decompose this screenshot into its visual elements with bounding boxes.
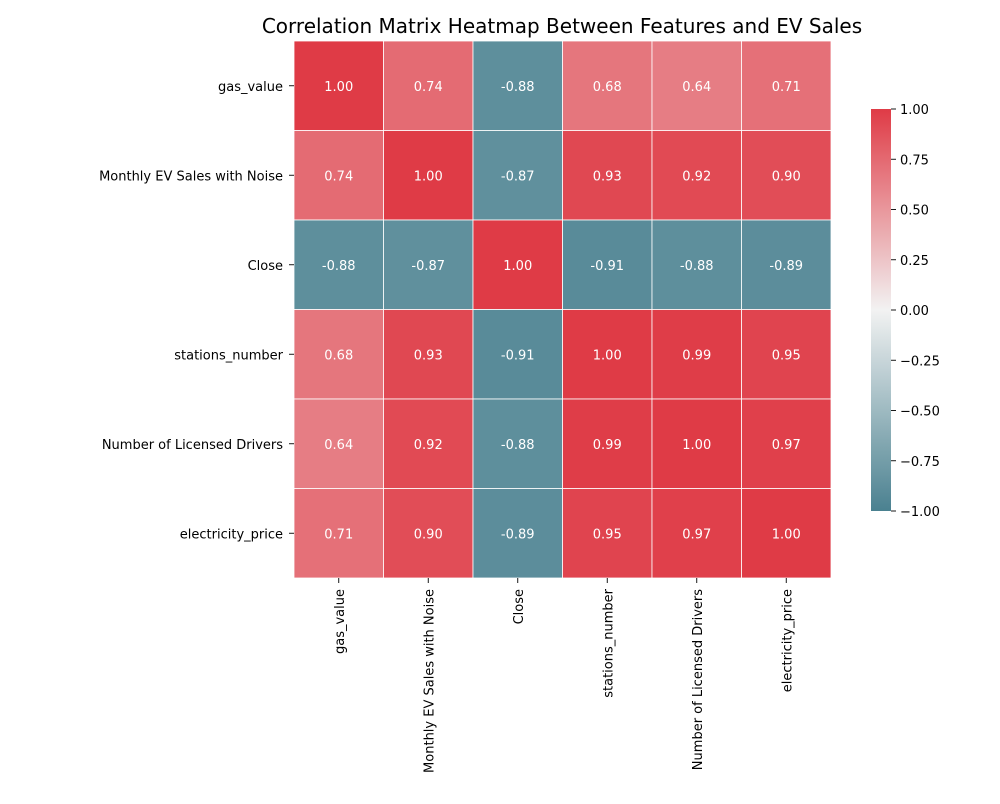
heatmap-cell: [472, 398, 563, 489]
cell-value-label: -0.89: [769, 259, 803, 274]
cell-value-label: 1.00: [503, 259, 532, 274]
row-label: Close: [248, 259, 283, 274]
heatmap-cell: [741, 219, 832, 310]
cell-value-label: -0.87: [411, 259, 445, 274]
cell-value-label: 1.00: [682, 438, 711, 453]
cell-value-label: -0.87: [501, 169, 535, 184]
heatmap-cell: [562, 398, 653, 489]
heatmap-cells: 1.00 0.74 -0.88 0.68 0.64 0.71 0.74 1.00 -0.87 0.…: [293, 40, 832, 579]
cell-value-label: 0.71: [324, 527, 353, 542]
heatmap-cell: [741, 488, 832, 579]
heatmap-cell: [741, 309, 832, 400]
cell-value-label: 1.00: [414, 169, 443, 184]
cell-value-label: 0.97: [682, 527, 711, 542]
cell-value-label: 1.00: [772, 527, 801, 542]
colorbar-tick-label: −0.25: [900, 354, 940, 369]
heatmap-cell: [651, 219, 742, 310]
cell-value-label: 0.99: [682, 348, 711, 363]
cell-value-label: 0.64: [324, 438, 353, 453]
heatmap-cell: [651, 40, 742, 131]
column-label: electricity_price: [780, 589, 795, 692]
heatmap-cell: [741, 40, 832, 131]
cell-value-label: -0.91: [501, 348, 535, 363]
cell-value-label: -0.89: [501, 527, 535, 542]
heatmap-cell: [293, 40, 384, 131]
column-label: Number of Licensed Drivers: [691, 589, 706, 770]
column-label: stations_number: [601, 588, 616, 697]
chart-title: Correlation Matrix Heatmap Between Featu…: [262, 14, 862, 38]
heatmap-cell: [651, 309, 742, 400]
row-label: Number of Licensed Drivers: [102, 438, 283, 453]
heatmap-cell: [293, 488, 384, 579]
colorbar-tick-label: 1.00: [900, 103, 929, 118]
colorbar-tick-label: −0.75: [900, 455, 940, 470]
cell-value-label: 0.92: [682, 169, 711, 184]
heatmap-cell: [651, 398, 742, 489]
heatmap-cell: [293, 309, 384, 400]
heatmap-cell: [741, 398, 832, 489]
heatmap-cell: [383, 309, 474, 400]
row-label: Monthly EV Sales with Noise: [99, 169, 283, 184]
cell-value-label: 0.97: [772, 438, 801, 453]
cell-value-label: 0.93: [593, 169, 622, 184]
cell-value-label: -0.88: [501, 80, 535, 95]
cell-value-label: 0.93: [414, 348, 443, 363]
row-label: gas_value: [218, 80, 283, 95]
colorbar-tick-label: 0.75: [900, 153, 929, 168]
heatmap-cell: [741, 130, 832, 221]
row-labels: gas_value Monthly EV Sales with Noise Clos…: [99, 80, 294, 542]
cell-value-label: 0.90: [772, 169, 801, 184]
heatmap-cell: [472, 40, 563, 131]
colorbar: [871, 109, 891, 511]
colorbar-tick-label: −0.50: [900, 405, 940, 420]
colorbar-tick-label: 0.00: [900, 304, 929, 319]
cell-value-label: 0.95: [593, 527, 622, 542]
cell-value-label: 0.95: [772, 348, 801, 363]
heatmap-cell: [562, 219, 653, 310]
heatmap-cell: [562, 130, 653, 221]
heatmap-cell: [651, 488, 742, 579]
heatmap-cell: [293, 219, 384, 310]
column-labels: gas_value Monthly EV Sales with Noise Clos…: [333, 578, 795, 773]
cell-value-label: -0.91: [590, 259, 624, 274]
cell-value-label: -0.88: [680, 259, 714, 274]
cell-value-label: 1.00: [324, 80, 353, 95]
heatmap-cell: [472, 219, 563, 310]
cell-value-label: 0.64: [682, 80, 711, 95]
cell-value-label: 0.92: [414, 438, 443, 453]
column-label: Close: [512, 589, 527, 624]
heatmap-cell: [383, 219, 474, 310]
colorbar-ticks: 1.00 0.75 0.50 0.25 0.00 −0.25 −0.50 −0.75 −1.00: [891, 103, 940, 520]
colorbar-tick-label: 0.25: [900, 254, 929, 269]
column-label: gas_value: [333, 589, 348, 654]
colorbar-tick-label: 0.50: [900, 204, 929, 219]
heatmap-cell: [472, 309, 563, 400]
cell-value-label: 0.68: [593, 80, 622, 95]
heatmap-cell: [562, 40, 653, 131]
cell-value-label: 0.74: [414, 80, 443, 95]
cell-value-label: 0.99: [593, 438, 622, 453]
heatmap-cell: [293, 398, 384, 489]
cell-value-label: 0.71: [772, 80, 801, 95]
cell-value-label: 0.68: [324, 348, 353, 363]
colorbar-tick-label: −1.00: [900, 505, 940, 520]
column-label: Monthly EV Sales with Noise: [422, 589, 437, 773]
cell-value-label: -0.88: [322, 259, 356, 274]
cell-value-label: 1.00: [593, 348, 622, 363]
heatmap-cell: [562, 309, 653, 400]
row-label: stations_number: [174, 348, 283, 363]
heatmap-cell: [383, 130, 474, 221]
colorbar-gradient: [871, 109, 891, 511]
cell-value-label: -0.88: [501, 438, 535, 453]
cell-value-label: 0.74: [324, 169, 353, 184]
heatmap-cell: [383, 40, 474, 131]
cell-value-label: 0.90: [414, 527, 443, 542]
row-label: electricity_price: [180, 527, 283, 542]
